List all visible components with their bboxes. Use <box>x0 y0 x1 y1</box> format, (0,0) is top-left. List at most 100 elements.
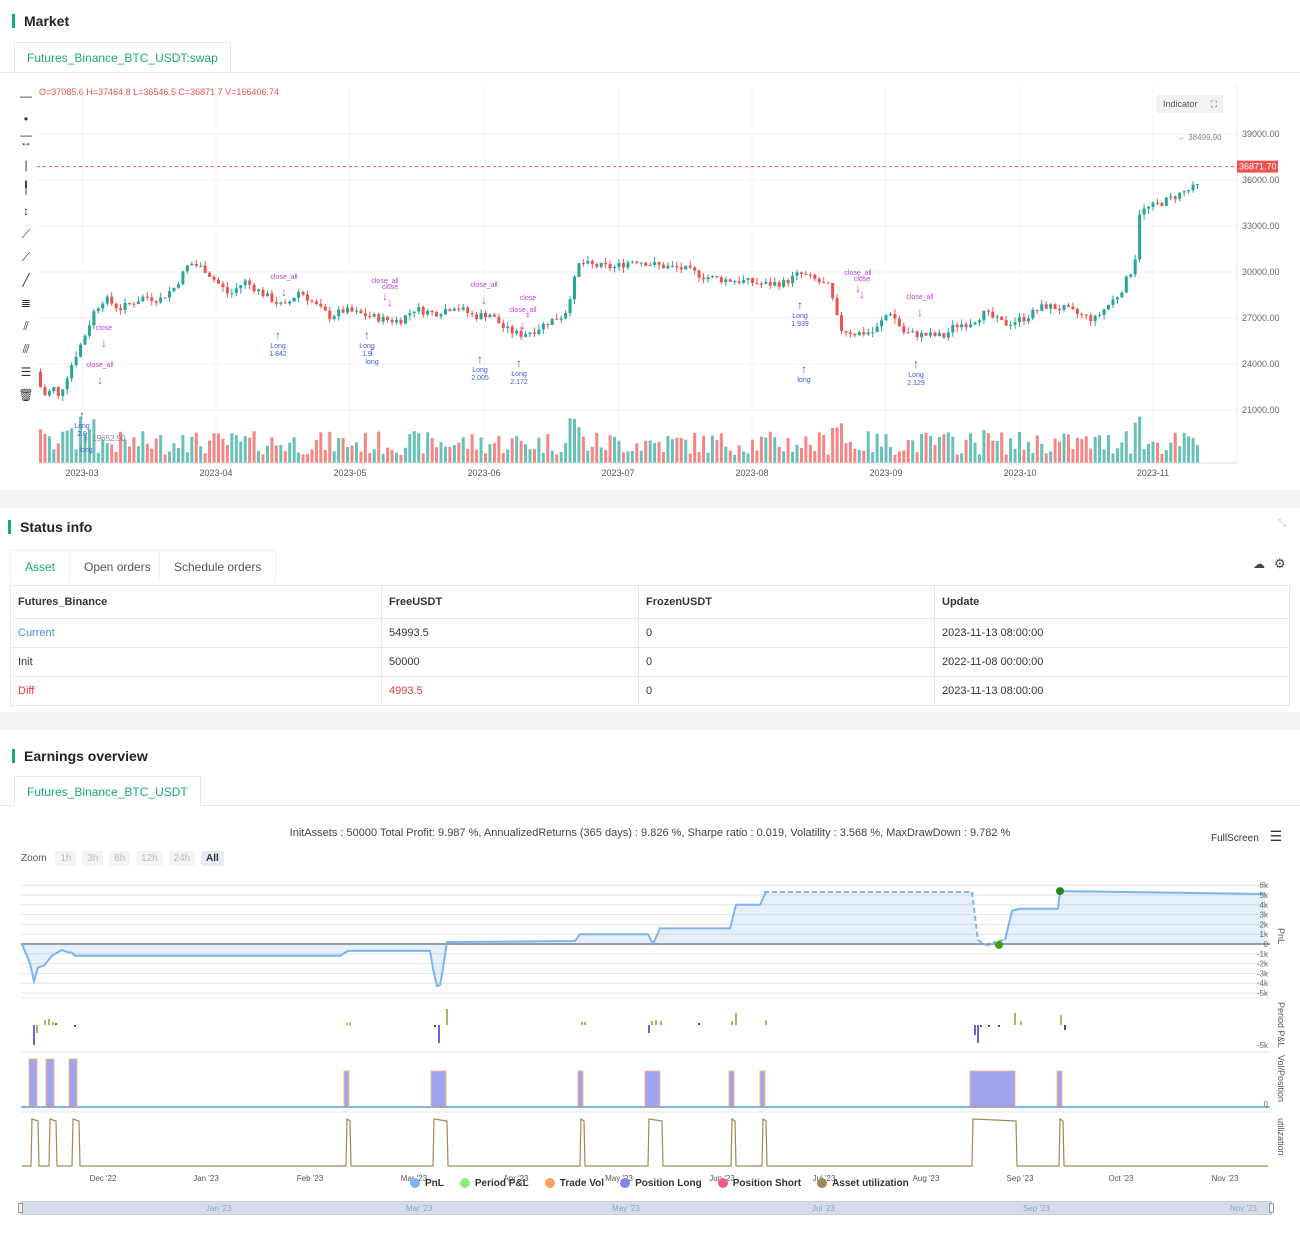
legend-item[interactable]: Position Short <box>717 1178 801 1189</box>
candle-body <box>243 280 247 286</box>
candle-body <box>613 266 617 269</box>
candle-body <box>359 310 363 314</box>
volume-bar <box>132 437 136 463</box>
pitchfork-icon[interactable]: ⫻ <box>22 342 30 356</box>
candle-body <box>586 260 590 264</box>
parallel-channel-icon[interactable]: ⫽ <box>23 319 29 333</box>
zoom-3h[interactable]: 3h <box>82 851 104 866</box>
volume-bar <box>1111 453 1115 463</box>
candle-body <box>519 330 523 337</box>
menu-icon: ☰ <box>1269 828 1283 844</box>
zoom-1h[interactable]: 1h <box>55 851 77 866</box>
candle-body <box>773 282 777 286</box>
candle-body <box>657 262 661 265</box>
volume-bar <box>399 454 403 463</box>
candle-body <box>893 313 897 319</box>
volume-bar <box>977 454 981 463</box>
gear-icon[interactable]: ⚙ <box>1274 556 1286 571</box>
vertical-line-icon[interactable]: | <box>24 158 28 172</box>
trend-line-icon[interactable]: ⟋ <box>21 227 31 241</box>
period-bar <box>1060 1015 1062 1025</box>
candle-body <box>172 287 176 292</box>
volume-bar <box>479 437 483 463</box>
tab-schedule-orders[interactable]: Schedule orders <box>159 550 277 582</box>
volume-bar <box>751 439 754 463</box>
x-tick-label: Apr '23 <box>503 1174 529 1183</box>
col-header: Update <box>934 585 1290 619</box>
candle-body <box>497 316 501 324</box>
zoom-8h[interactable]: 8h <box>109 851 131 866</box>
ray-line-icon[interactable]: ⟋ <box>21 250 31 264</box>
period-bar <box>74 1025 76 1027</box>
horizontal-ray-icon[interactable]: •— <box>20 112 32 142</box>
zoom-24h[interactable]: 24h <box>168 851 196 866</box>
zoom-12h[interactable]: 12h <box>136 851 163 866</box>
candle-body <box>132 303 136 305</box>
long-signal-label: long <box>797 377 810 384</box>
legend-item[interactable]: Trade Vol <box>544 1177 605 1189</box>
navigator-tick-label: Mar '23 <box>406 1204 433 1213</box>
horizontal-segment-icon[interactable]: ↔ <box>20 135 32 149</box>
extended-line-icon[interactable]: ╱ <box>22 273 30 287</box>
volume-bar <box>1173 432 1177 463</box>
current-price-label: 36871.70 <box>1239 162 1277 172</box>
volume-bar <box>426 432 430 463</box>
pnl-area <box>22 891 1265 987</box>
volume-bar <box>568 418 572 463</box>
volume-bar <box>470 434 474 463</box>
candle-body <box>1084 314 1088 316</box>
legend-item[interactable]: Position Long <box>620 1178 702 1189</box>
cloud-download-icon[interactable]: ☁ <box>1253 557 1265 571</box>
legend-label: Trade Vol <box>559 1177 605 1189</box>
legend-item[interactable]: Period P&L <box>459 1178 529 1189</box>
earnings-symbol-tab[interactable]: Futures_Binance_BTC_USDT <box>14 776 201 806</box>
indicator-button[interactable]: Indicator ⛶ <box>1156 95 1223 113</box>
long-signal-label: long <box>365 359 378 366</box>
x-tick-label: 2023-10 <box>1003 468 1036 478</box>
candle-body <box>168 291 172 298</box>
volume-bar <box>515 436 519 463</box>
vertical-segment-icon[interactable]: ↕ <box>23 204 29 218</box>
fib-icon[interactable]: ≣ <box>20 296 32 310</box>
y-tick-label: 33000.00 <box>1242 221 1280 231</box>
fullscreen-button[interactable]: FullScreen ☰ <box>1211 828 1282 845</box>
volume-bar <box>1031 452 1035 463</box>
candlestick-chart[interactable]: close↓close_all↓Long2.0↑long↑close_all↓L… <box>0 0 1300 490</box>
volume-bar <box>1129 453 1133 463</box>
volume-bar <box>648 440 652 463</box>
vertical-ray-icon[interactable]: ╿ <box>22 181 30 195</box>
volume-bar <box>635 443 639 463</box>
nav-handle-right[interactable] <box>1269 1203 1274 1213</box>
candle-body <box>61 389 65 397</box>
navigator[interactable] <box>18 1201 1274 1215</box>
volume-bar <box>666 436 670 463</box>
period-bar <box>731 1021 733 1025</box>
nav-handle-left[interactable] <box>18 1203 23 1213</box>
candle-body <box>87 325 91 336</box>
legend-item[interactable]: Asset utilization <box>817 1178 909 1189</box>
close-arrow-icon: ↓ <box>382 289 388 303</box>
collapse-icon[interactable]: ⤡ <box>1278 518 1286 529</box>
legend-item[interactable]: PnL <box>410 1178 444 1189</box>
candle-body <box>475 314 479 320</box>
volume-bar <box>283 451 287 463</box>
tab-asset[interactable]: Asset <box>10 550 71 582</box>
volume-bar <box>1089 448 1093 463</box>
candle-body <box>946 332 950 338</box>
zoom-all[interactable]: All <box>201 851 224 866</box>
candle-body <box>977 320 981 323</box>
candle-body <box>866 332 870 335</box>
market-symbol-tab[interactable]: Futures_Binance_BTC_USDT:swap <box>14 42 231 72</box>
tab-open-orders[interactable]: Open orders <box>69 550 166 582</box>
candle-body <box>1026 318 1030 322</box>
candle-body <box>403 315 407 324</box>
trash-icon[interactable]: 🗑 <box>18 388 34 402</box>
candle-body <box>528 332 532 335</box>
volume-bar <box>141 431 145 463</box>
horizontal-line-icon[interactable]: — <box>20 89 32 103</box>
navigator-tick-label: Nov '23 <box>1230 1204 1257 1213</box>
lines-icon[interactable]: ☰ <box>20 365 32 379</box>
candle-body <box>915 331 919 338</box>
candle-body <box>1098 314 1102 316</box>
